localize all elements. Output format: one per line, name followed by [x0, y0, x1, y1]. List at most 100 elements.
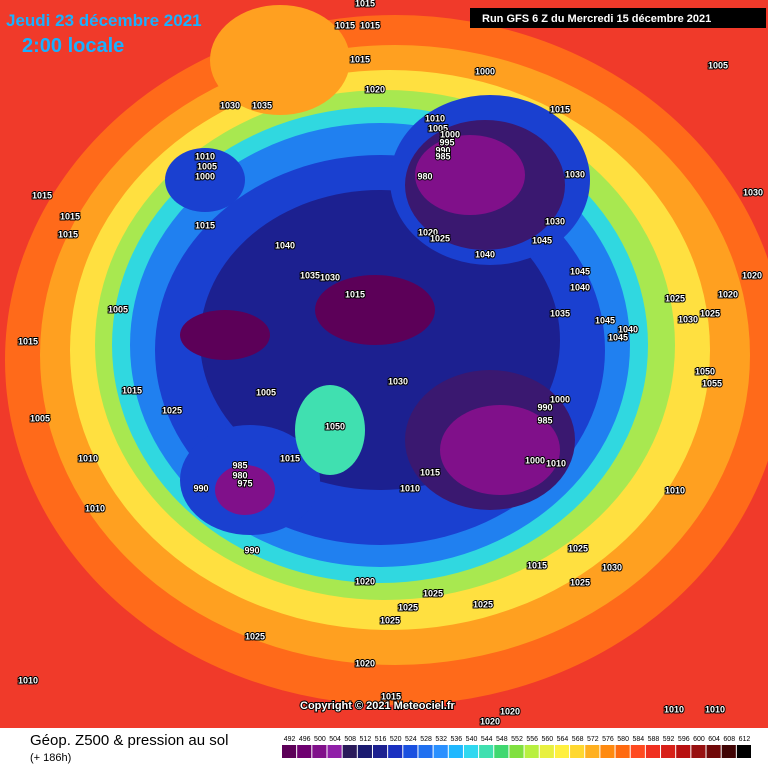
- isobar-label: 985: [435, 151, 450, 161]
- legend-value: 524: [405, 736, 417, 743]
- legend-swatch: [403, 745, 418, 758]
- legend-swatch: [539, 745, 554, 758]
- isobar-label: 1020: [355, 658, 375, 668]
- isobar-label: 1015: [195, 220, 215, 230]
- isobar-label: 1010: [18, 675, 38, 685]
- isobar-label: 1025: [398, 602, 418, 612]
- isobar-label: 980: [232, 470, 247, 480]
- isobar-label: 1005: [30, 413, 50, 423]
- legend-swatch: [570, 745, 585, 758]
- isobar-label: 1030: [220, 100, 240, 110]
- legend-swatch: [721, 745, 736, 758]
- isobar-label: 1030: [565, 169, 585, 179]
- legend-swatch: [463, 745, 479, 758]
- legend-swatch: [282, 745, 297, 758]
- legend-value: 552: [511, 736, 523, 743]
- isobar-label: 1030: [678, 314, 698, 324]
- isobar-label: 1035: [550, 308, 570, 318]
- legend-value: 540: [466, 736, 478, 743]
- legend-value: 588: [648, 736, 660, 743]
- field: [215, 465, 275, 515]
- isobar-label: 1050: [325, 421, 345, 431]
- isobar-label: 1015: [350, 54, 370, 64]
- isobar-label: 1020: [742, 270, 762, 280]
- legend-swatch: [297, 745, 312, 758]
- isobar-label: 1045: [595, 315, 615, 325]
- isobar-label: 1020: [718, 289, 738, 299]
- field: [440, 405, 560, 495]
- legend-swatch: [676, 745, 691, 758]
- isobar-label: 990: [193, 483, 208, 493]
- isobar-label: 1015: [550, 104, 570, 114]
- date: Jeudi 23 décembre 2021: [6, 11, 202, 30]
- legend-swatch: [372, 745, 388, 758]
- isobar-label: 1005: [708, 60, 728, 70]
- legend-swatch: [342, 745, 357, 758]
- isobar-label: 1000: [475, 66, 495, 76]
- isobar-label: 1045: [608, 332, 628, 342]
- legend-value: 592: [663, 736, 675, 743]
- isobar-label: 1025: [162, 405, 182, 415]
- isobar-label: 980: [417, 171, 432, 181]
- copyright: Copyright © 2021 Meteociel.fr: [300, 700, 456, 712]
- isobar-label: 1015: [527, 560, 547, 570]
- legend-value: 564: [557, 736, 569, 743]
- run-box: [470, 8, 766, 28]
- legend-swatch: [494, 745, 509, 758]
- legend-swatch: [418, 745, 433, 758]
- isobar-label: 1010: [665, 485, 685, 495]
- isobar-label: 1025: [245, 631, 265, 641]
- legend-value: 608: [723, 736, 735, 743]
- isobar-label: 1025: [570, 577, 590, 587]
- isobar-label: 1005: [256, 387, 276, 397]
- isobar-label: 1010: [546, 458, 566, 468]
- field: [165, 148, 245, 212]
- isobar-label: 1050: [695, 366, 715, 376]
- isobar-label: 1010: [705, 704, 725, 714]
- legend-swatch: [357, 745, 372, 758]
- isobar-label: 1015: [381, 691, 401, 701]
- legend-swatch: [312, 745, 327, 758]
- isobar-label: 1000: [440, 129, 460, 139]
- isobar-label: 985: [232, 460, 247, 470]
- legend-title: Géop. Z500 & pression au sol: [30, 732, 228, 749]
- isobar-label: 1020: [418, 227, 438, 237]
- run: Run GFS 6 Z du Mercredi 15 décembre 2021: [482, 13, 711, 25]
- isobar-label: 1030: [545, 216, 565, 226]
- isobar-label: 990: [435, 145, 450, 155]
- field: [210, 5, 350, 115]
- legend-value: 612: [739, 736, 751, 743]
- isobar-label: 1025: [380, 615, 400, 625]
- legend-value: 516: [375, 736, 387, 743]
- isobar-label: 1015: [60, 211, 80, 221]
- isobar-label: 995: [439, 137, 454, 147]
- isobar-label: 1015: [355, 0, 375, 8]
- legend-value: 600: [693, 736, 705, 743]
- isobar-label: 1045: [570, 266, 590, 276]
- legend-value: 504: [329, 736, 341, 743]
- legend-value: 596: [678, 736, 690, 743]
- legend-swatch: [585, 745, 600, 758]
- isobar-label: 1015: [335, 20, 355, 30]
- isobar-label: 1015: [280, 453, 300, 463]
- legend-value: 508: [344, 736, 356, 743]
- legend-value: 500: [314, 736, 326, 743]
- legend-value: 548: [496, 736, 508, 743]
- isobar-label: 1025: [473, 599, 493, 609]
- isobar-label: 1040: [570, 282, 590, 292]
- isobar-label: 1015: [345, 289, 365, 299]
- field: [315, 275, 435, 345]
- legend-swatch: [645, 745, 661, 758]
- isobar-label: 1015: [360, 20, 380, 30]
- legend-value: 544: [481, 736, 493, 743]
- isobar-label: 1000: [525, 455, 545, 465]
- isobar-label: 1040: [475, 249, 495, 259]
- legend-swatch: [554, 745, 570, 758]
- legend-value: 496: [299, 736, 311, 743]
- legend-value: 556: [526, 736, 538, 743]
- legend-value: 532: [435, 736, 447, 743]
- legend-swatch: [509, 745, 524, 758]
- isobar-label: 1005: [428, 123, 448, 133]
- field: [295, 385, 365, 475]
